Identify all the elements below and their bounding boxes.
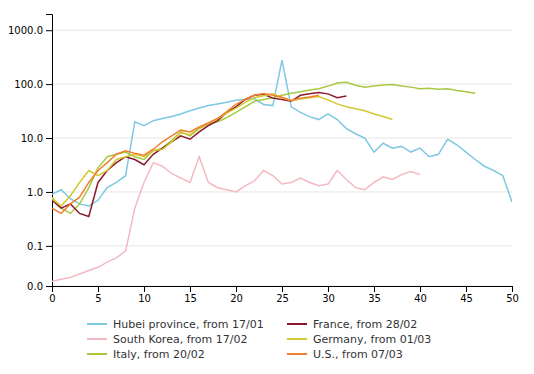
grid-line bbox=[52, 245, 512, 246]
legend-swatch bbox=[87, 338, 107, 340]
legend: Hubei province, from 17/01 South Korea, f… bbox=[87, 318, 431, 361]
lines bbox=[52, 60, 512, 281]
legend-item: South Korea, from 17/02 bbox=[87, 333, 247, 346]
axis-line bbox=[53, 287, 513, 293]
grid-line bbox=[52, 191, 512, 192]
tick-mark bbox=[466, 286, 467, 292]
tick-mark bbox=[328, 286, 329, 292]
legend-label: Germany, from 01/03 bbox=[313, 333, 431, 346]
tick: 0.1 bbox=[27, 241, 52, 252]
legend-item: France, from 28/02 bbox=[287, 318, 417, 331]
tick-label: 25 bbox=[276, 293, 289, 304]
tick-mark bbox=[236, 286, 237, 292]
tick-label: 50 bbox=[506, 293, 519, 304]
tick: 10 bbox=[138, 286, 151, 304]
tick-mark bbox=[190, 286, 191, 292]
legend-label: Italy, from 20/02 bbox=[113, 348, 205, 361]
legend-swatch bbox=[287, 353, 307, 355]
tick-label: 15 bbox=[184, 293, 197, 304]
tick-mark bbox=[46, 192, 52, 193]
series-line bbox=[52, 92, 346, 216]
tick-mark bbox=[144, 286, 145, 292]
tick: 10.0 bbox=[21, 133, 52, 144]
tick: 30 bbox=[322, 286, 335, 304]
tick-mark bbox=[420, 286, 421, 292]
legend-swatch bbox=[87, 323, 107, 325]
tick-mark bbox=[46, 84, 52, 85]
tick: 5 bbox=[95, 286, 101, 304]
tick: 50 bbox=[506, 286, 519, 304]
legend-label: Hubei province, from 17/01 bbox=[113, 318, 264, 331]
series-line bbox=[52, 94, 392, 206]
grid-line bbox=[52, 30, 512, 31]
tick-mark bbox=[46, 30, 52, 31]
tick-label: 100.0 bbox=[14, 79, 43, 90]
tick-label: 10.0 bbox=[21, 133, 43, 144]
tick: 1.0 bbox=[27, 187, 52, 198]
tick-label: 30 bbox=[322, 293, 335, 304]
legend-swatch bbox=[287, 338, 307, 340]
legend-swatch bbox=[287, 323, 307, 325]
tick-mark bbox=[374, 286, 375, 292]
tick-label: 35 bbox=[368, 293, 381, 304]
tick-mark bbox=[46, 138, 52, 139]
legend-label: France, from 28/02 bbox=[313, 318, 417, 331]
legend-swatch bbox=[87, 353, 107, 355]
tick-label: 1000.0 bbox=[8, 25, 43, 36]
series-line bbox=[52, 82, 475, 213]
tick: 40 bbox=[414, 286, 427, 304]
legend-label: South Korea, from 17/02 bbox=[113, 333, 247, 346]
legend-item: Italy, from 20/02 bbox=[87, 348, 205, 361]
tick-label: 0 bbox=[49, 293, 55, 304]
tick: 15 bbox=[184, 286, 197, 304]
tick-mark bbox=[282, 286, 283, 292]
grid bbox=[52, 30, 512, 286]
series-line bbox=[52, 94, 319, 214]
legend-item: Germany, from 01/03 bbox=[287, 333, 431, 346]
x-axis: 0 5 10 15 20 25 30 35 40 45 50 bbox=[49, 286, 519, 304]
legend-item: Hubei province, from 17/01 bbox=[87, 318, 264, 331]
tick: 1000.0 bbox=[8, 25, 52, 36]
y-axis: 0.0 0.1 1.0 10.0 100.0 1000.0 bbox=[8, 15, 53, 292]
chart: 0.0 0.1 1.0 10.0 100.0 1000.0 0 5 10 15 20 25 30 35 40… bbox=[0, 0, 534, 374]
grid-line bbox=[52, 138, 512, 139]
tick: 0 bbox=[49, 286, 55, 304]
legend-label: U.S., from 07/03 bbox=[313, 348, 403, 361]
tick: 20 bbox=[230, 286, 243, 304]
grid-line bbox=[52, 84, 512, 85]
tick-mark bbox=[512, 286, 513, 292]
tick-label: 40 bbox=[414, 293, 427, 304]
tick-mark bbox=[52, 286, 53, 292]
tick: 45 bbox=[460, 286, 473, 304]
tick-label: 10 bbox=[138, 293, 151, 304]
tick-mark bbox=[46, 286, 52, 287]
tick-label: 45 bbox=[460, 293, 473, 304]
axis-line bbox=[46, 15, 53, 287]
tick: 35 bbox=[368, 286, 381, 304]
tick-label: 20 bbox=[230, 293, 243, 304]
tick-label: 5 bbox=[95, 293, 101, 304]
plot: 0.0 0.1 1.0 10.0 100.0 1000.0 0 5 10 15 20 25 30 35 40… bbox=[8, 15, 519, 305]
tick-label: 0.1 bbox=[27, 241, 43, 252]
tick: 25 bbox=[276, 286, 289, 304]
tick: 100.0 bbox=[14, 79, 52, 90]
tick-label: 1.0 bbox=[27, 187, 43, 198]
tick-mark bbox=[98, 286, 99, 292]
series-line bbox=[52, 157, 420, 282]
tick-mark bbox=[46, 246, 52, 247]
legend-item: U.S., from 07/03 bbox=[287, 348, 403, 361]
tick-label: 0.0 bbox=[27, 281, 43, 292]
tick: 0.0 bbox=[27, 281, 52, 292]
